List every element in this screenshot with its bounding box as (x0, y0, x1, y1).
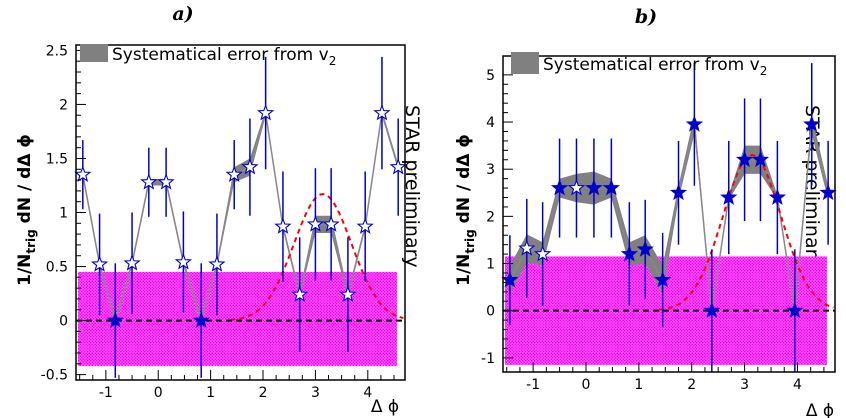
panel-b: b) 1/Ntrig dN / dΔ ϕ Δ ϕ STAR preliminar… (454, 6, 837, 418)
panel-b-y-tick-label: 3 (486, 162, 495, 178)
panel-b-x-tick-label: 1 (634, 377, 643, 393)
panel-a-legend-label: Systematical error from v2 (112, 45, 336, 68)
panel-b-data-point (567, 178, 586, 196)
panel-b-data-point (501, 270, 519, 288)
panel-b-data-point (819, 183, 837, 201)
panel-b-x-tick-label: 3 (740, 377, 749, 393)
panel-a-data-point (306, 215, 325, 232)
panel-a-data-point (322, 215, 340, 232)
panel-b-data-point (751, 150, 770, 168)
panel-b-x-tick-label: 0 (582, 377, 591, 393)
panel-a-x-tick-label: 2 (259, 385, 268, 401)
panel-a-data-point (356, 217, 374, 234)
panel-b-y-tick-label: -1 (481, 351, 495, 367)
panel-a-y-tick-label: 2.5 (46, 43, 68, 59)
panel-b-data-point (669, 183, 688, 201)
panel-b-legend-swatch (511, 52, 539, 74)
panel-b-y-tick-label: 2 (486, 209, 495, 225)
panel-b-y-tick-label: 0 (486, 304, 495, 320)
panel-b-data-point (735, 150, 754, 168)
panel-b-data-point (685, 115, 704, 132)
panel-b-legend-label: Systematical error from v2 (543, 55, 767, 78)
panel-a-data-point (106, 311, 124, 328)
panel-a-data-point (174, 253, 193, 270)
panel-a-data-point (274, 217, 292, 234)
panel-a-data-point (74, 165, 92, 183)
panel-b-data-point (602, 178, 621, 196)
panel-b-x-tick-label: 4 (793, 377, 802, 393)
panel-a-data-point (90, 255, 109, 272)
panel-a-title: a) (172, 3, 193, 25)
panel-a-series-line (82, 112, 399, 324)
panel-b-y-axis-label: 1/Ntrig dN / dΔ ϕ (454, 134, 477, 286)
panel-a-data-point (291, 285, 309, 302)
panel-b-data-point (786, 301, 804, 319)
panel-a-data-point (192, 311, 210, 328)
panel-a-legend-swatch (80, 44, 108, 62)
panel-a-x-tick-label: -1 (99, 385, 113, 401)
panel-b-data-point (720, 188, 738, 205)
panel-a-star-preliminary: STAR preliminary (401, 105, 423, 268)
panel-a-v2-band (78, 271, 397, 366)
panel-b-plot-frame (502, 55, 836, 373)
panel-a-data-point (157, 173, 175, 190)
panel-a: a) 1/Ntrig dN / dΔ ϕ Δ ϕ STAR preliminar… (15, 3, 423, 417)
panel-a-data-point (123, 254, 141, 271)
panel-a-gaussian-curve (230, 193, 404, 321)
panel-a-x-axis-label: Δ ϕ (371, 397, 399, 417)
panel-a-x-tick-label: 4 (363, 385, 372, 401)
panel-b-data-point (768, 188, 787, 205)
panel-b-data-point (518, 239, 536, 256)
panel-a-x-tick-label: 3 (311, 385, 320, 401)
panel-b-y-tick-label: 1 (486, 257, 495, 273)
panel-b-data-point (803, 115, 821, 132)
panel-b-data-point (585, 178, 603, 196)
panel-b-y-tick-label: 4 (486, 115, 495, 131)
panel-b-data-point (636, 240, 654, 257)
panel-b-x-tick-label: -1 (526, 377, 540, 393)
panel-a-data-point (208, 255, 226, 272)
panel-b-data-point (703, 301, 721, 319)
panel-a-data-point (257, 104, 275, 121)
panel-a-data-point (373, 104, 391, 121)
panel-b-title: b) (635, 6, 657, 28)
panel-b-data-point (654, 270, 672, 288)
panel-a-y-axis-label: 1/Ntrig dN / dΔ ϕ (15, 134, 38, 286)
panel-b-y-tick-label: 5 (486, 68, 495, 84)
panel-a-x-tick-label: 0 (154, 385, 163, 401)
panel-a-data-point (241, 158, 259, 175)
panel-a-y-tick-label: 1.5 (46, 151, 68, 167)
panel-a-x-tick-label: 1 (206, 385, 215, 401)
panel-a-data-point (339, 285, 357, 302)
panel-a-data-point (225, 165, 243, 183)
panel-b-data-point (620, 245, 638, 262)
panel-a-y-tick-label: 1 (59, 206, 68, 222)
panel-a-y-tick-label: 0 (59, 314, 68, 330)
panel-a-data-point (140, 173, 158, 190)
panel-b-x-tick-label: 2 (687, 377, 696, 393)
panel-a-y-tick-label: -0.5 (41, 368, 68, 384)
panel-b-data-point (534, 245, 552, 262)
panel-b-data-point (550, 178, 569, 196)
panel-b-x-axis-label: Δ ϕ (806, 401, 834, 418)
panel-a-data-point (389, 158, 407, 175)
panel-a-y-tick-label: 0.5 (46, 260, 68, 276)
panel-a-y-tick-label: 2 (59, 97, 68, 113)
